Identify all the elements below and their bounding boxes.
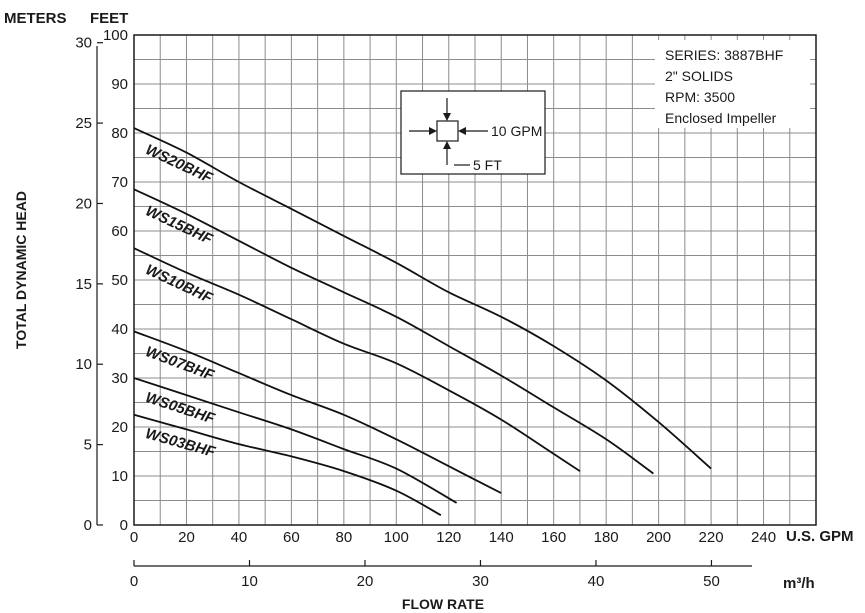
gpm-tick-label: 100 xyxy=(384,529,409,546)
m3h-unit-label: m³/h xyxy=(783,575,815,592)
series-info-line: 2" SOLIDS xyxy=(665,68,733,84)
pump-curve-label: WS05BHF xyxy=(143,389,217,428)
pump-curve xyxy=(133,127,712,470)
scale-key-flow-label: 10 GPM xyxy=(491,123,542,139)
m3h-axis: 0 10 20 30 40 50 xyxy=(130,560,720,590)
feet-tick-label: 60 xyxy=(111,223,128,240)
gpm-axis: 0 20 40 60 80 100 120 140 160 180 200 220 240 xyxy=(130,529,776,546)
series-info-line: Enclosed Impeller xyxy=(665,110,777,126)
m3h-tick-label: 30 xyxy=(472,573,489,590)
gpm-tick-label: 220 xyxy=(699,529,724,546)
gpm-tick-label: 0 xyxy=(130,529,138,546)
pump-curve-label: WS15BHF xyxy=(143,202,216,248)
gpm-tick-label: 140 xyxy=(489,529,514,546)
pump-curve-label: WS03BHF xyxy=(143,425,217,461)
pump-curve xyxy=(133,188,654,475)
gpm-unit-label: U.S. GPM xyxy=(786,528,854,545)
gpm-tick-label: 40 xyxy=(231,529,248,546)
scale-key-head-label: 5 FT xyxy=(473,157,502,173)
feet-tick-label: 20 xyxy=(111,419,128,436)
meters-unit-label: METERS xyxy=(4,10,67,27)
m3h-tick-label: 50 xyxy=(703,573,720,590)
meters-tick-label: 30 xyxy=(75,35,92,52)
feet-tick-label: 0 xyxy=(120,517,128,534)
feet-tick-label: 30 xyxy=(111,370,128,387)
feet-tick-label: 100 xyxy=(103,27,128,44)
scale-key-square xyxy=(436,120,459,142)
scale-key-arrowhead-right xyxy=(458,127,466,135)
meters-tick-label: 25 xyxy=(75,115,92,132)
meters-tick-label: 15 xyxy=(75,276,92,293)
gpm-tick-label: 80 xyxy=(336,529,353,546)
gpm-tick-label: 200 xyxy=(646,529,671,546)
scale-key-box: 10 GPM 5 FT xyxy=(400,90,546,175)
gpm-tick-label: 120 xyxy=(436,529,461,546)
series-info-line: SERIES: 3887BHF xyxy=(665,47,783,63)
pump-curve xyxy=(133,330,502,494)
feet-axis: 0 10 20 30 40 50 60 70 80 90 100 xyxy=(103,27,128,534)
gpm-tick-label: 240 xyxy=(751,529,776,546)
pump-curve xyxy=(133,377,458,504)
scale-key-frame xyxy=(400,90,546,175)
scale-key-arrowhead-bottom xyxy=(443,141,451,149)
feet-tick-label: 90 xyxy=(111,76,128,93)
gpm-tick-label: 60 xyxy=(283,529,300,546)
series-info-box: SERIES: 3887BHF 2" SOLIDS RPM: 3500 Encl… xyxy=(655,40,810,128)
y-axis-title: TOTAL DYNAMIC HEAD xyxy=(13,191,29,349)
gpm-tick-label: 180 xyxy=(594,529,619,546)
meters-axis: 0 5 10 15 20 25 30 xyxy=(75,35,103,534)
m3h-tick-label: 40 xyxy=(588,573,605,590)
gpm-tick-label: 20 xyxy=(178,529,195,546)
feet-tick-label: 70 xyxy=(111,174,128,191)
feet-tick-label: 40 xyxy=(111,321,128,338)
pump-curve-labels: WS20BHFWS15BHFWS10BHFWS07BHFWS05BHFWS03B… xyxy=(143,141,218,461)
meters-tick-label: 10 xyxy=(75,356,92,373)
series-info-line: RPM: 3500 xyxy=(665,89,735,105)
pump-curve-label: WS10BHF xyxy=(143,261,216,307)
m3h-tick-label: 20 xyxy=(357,573,374,590)
feet-tick-label: 10 xyxy=(111,468,128,485)
feet-tick-label: 50 xyxy=(111,272,128,289)
meters-tick-label: 20 xyxy=(75,195,92,212)
feet-unit-label: FEET xyxy=(90,10,128,27)
plot-frame xyxy=(133,34,817,526)
gpm-tick-label: 160 xyxy=(541,529,566,546)
m3h-tick-label: 10 xyxy=(241,573,258,590)
pump-curve xyxy=(133,413,442,516)
series-info-background xyxy=(655,40,810,128)
pump-curve xyxy=(133,247,581,472)
x-axis-title: FLOW RATE xyxy=(402,596,484,612)
pump-curves xyxy=(133,127,712,516)
scale-key-arrowhead-top xyxy=(443,113,451,121)
scale-key-arrowhead-left xyxy=(429,127,437,135)
m3h-tick-label: 0 xyxy=(130,573,138,590)
feet-tick-label: 80 xyxy=(111,125,128,142)
meters-tick-label: 0 xyxy=(84,517,92,534)
meters-tick-label: 5 xyxy=(84,437,92,454)
